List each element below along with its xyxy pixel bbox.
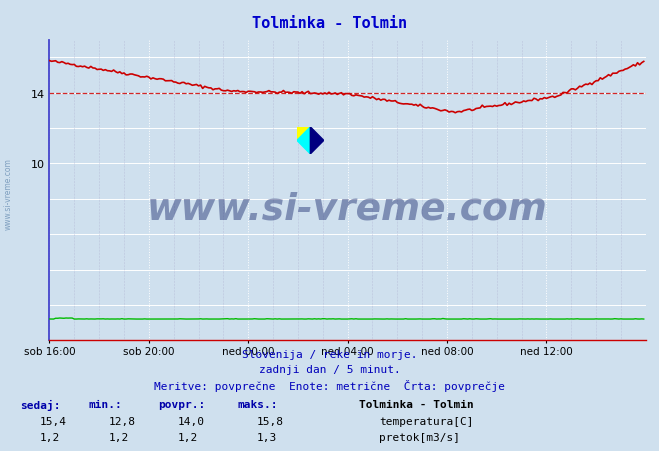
Text: Meritve: povprečne  Enote: metrične  Črta: povprečje: Meritve: povprečne Enote: metrične Črta:… [154, 379, 505, 391]
Text: www.si-vreme.com: www.si-vreme.com [3, 158, 13, 230]
Text: 15,4: 15,4 [40, 416, 67, 426]
Text: temperatura[C]: temperatura[C] [379, 416, 473, 426]
Text: 12,8: 12,8 [109, 416, 136, 426]
Text: Tolminka - Tolmin: Tolminka - Tolmin [252, 16, 407, 31]
Text: 1,2: 1,2 [109, 432, 129, 442]
Text: maks.:: maks.: [237, 399, 277, 409]
Text: Slovenija / reke in morje.: Slovenija / reke in morje. [242, 350, 417, 359]
Text: sedaj:: sedaj: [20, 399, 60, 410]
Text: min.:: min.: [89, 399, 123, 409]
Text: 15,8: 15,8 [257, 416, 284, 426]
Text: pretok[m3/s]: pretok[m3/s] [379, 432, 460, 442]
Text: Tolminka - Tolmin: Tolminka - Tolmin [359, 399, 474, 409]
Polygon shape [297, 128, 310, 141]
Text: 1,2: 1,2 [40, 432, 60, 442]
Polygon shape [310, 128, 324, 155]
Text: povpr.:: povpr.: [158, 399, 206, 409]
Text: www.si-vreme.com: www.si-vreme.com [147, 191, 548, 226]
Polygon shape [297, 128, 310, 155]
Text: 1,3: 1,3 [257, 432, 277, 442]
Text: zadnji dan / 5 minut.: zadnji dan / 5 minut. [258, 364, 401, 374]
Text: 1,2: 1,2 [178, 432, 198, 442]
Text: 14,0: 14,0 [178, 416, 205, 426]
